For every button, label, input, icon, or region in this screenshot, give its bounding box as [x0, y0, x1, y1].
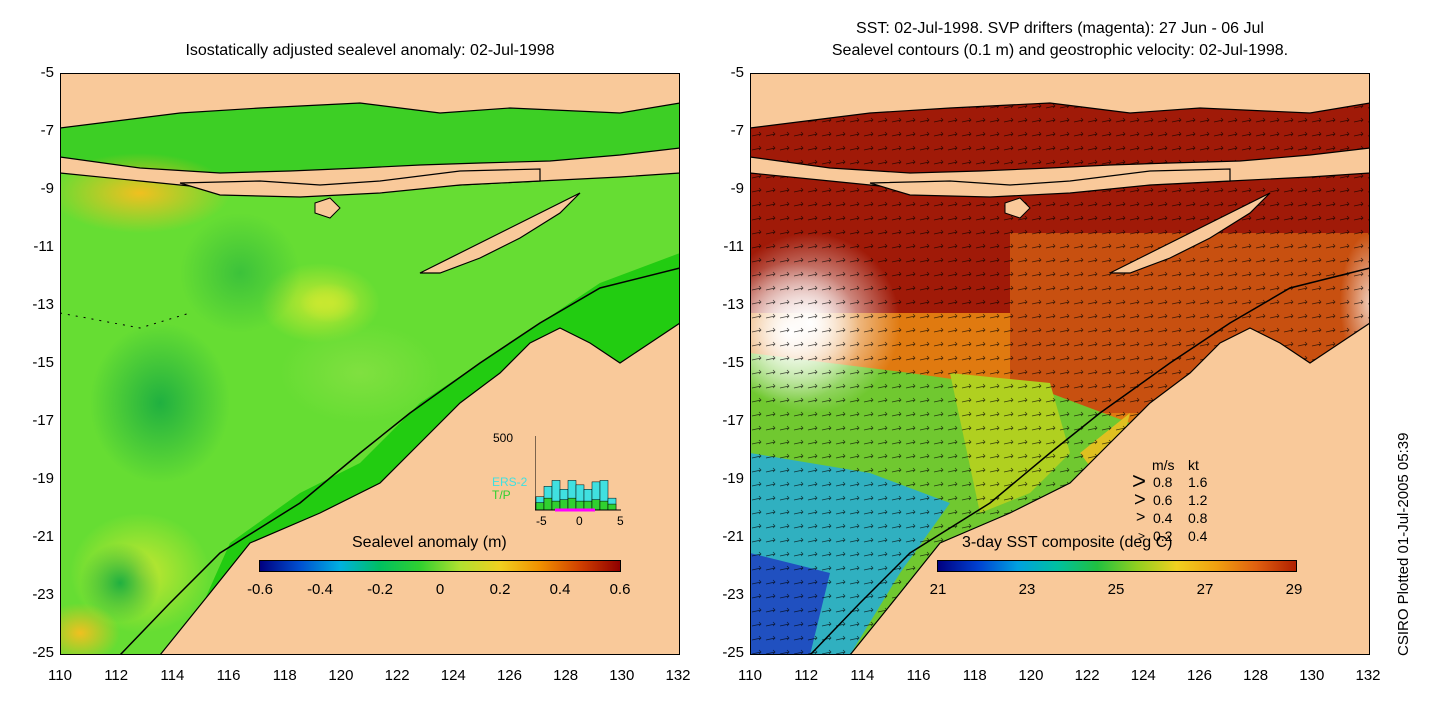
velocity-arrow-icon: > [1138, 529, 1146, 543]
left-map-title: Isostatically adjusted sealevel anomaly:… [185, 42, 555, 59]
right-map-title-line2: Sealevel contours (0.1 m) and geostrophi… [831, 42, 1289, 59]
left-lon-tick: 130 [609, 667, 635, 684]
right-lat-tick: -23 [722, 586, 744, 603]
track-histogram [535, 436, 621, 512]
left-lat-tick: -9 [40, 180, 54, 197]
sst-colorbar [937, 560, 1297, 572]
sealevel-colorbar-tick: -0.2 [367, 581, 393, 598]
sealevel-colorbar-tick: 0.6 [609, 581, 631, 598]
right-lon-tick: 114 [850, 667, 875, 684]
sealevel-colorbar-label: Sealevel anomaly (m) [352, 534, 507, 551]
northern-islands [60, 73, 680, 129]
left-lat-tick: -11 [33, 238, 54, 255]
plot-credit: CSIRO Plotted 01-Jul-2005 05:39 [1395, 432, 1412, 656]
left-lon-tick: 116 [216, 667, 241, 684]
right-lat-tick: -15 [722, 354, 744, 371]
right-lat-tick: -11 [723, 238, 744, 255]
velocity-legend-kt: 0.8 [1188, 510, 1208, 526]
left-lon-tick: 122 [384, 667, 410, 684]
left-lat-tick: -5 [40, 64, 54, 81]
velocity-legend-ms: 0.6 [1153, 492, 1173, 508]
hist-xtick-5: 5 [617, 514, 624, 528]
left-lon-tick: 128 [553, 667, 579, 684]
left-lat-tick: -19 [32, 470, 54, 487]
left-lat-tick: -17 [32, 412, 54, 429]
left-lon-tick: 120 [328, 667, 354, 684]
left-lat-tick: -15 [32, 354, 54, 371]
velocity-legend-header-ms: m/s [1152, 457, 1175, 473]
right-lat-tick: -25 [722, 644, 744, 661]
sealevel-colorbar-tick: -0.6 [247, 581, 273, 598]
right-lon-tick: 128 [1243, 667, 1269, 684]
left-lon-tick: 132 [665, 667, 691, 684]
timor-island [419, 192, 581, 274]
tp-series-label: T/P [492, 488, 511, 502]
right-lat-tick: -17 [722, 412, 744, 429]
velocity-legend-header-kt: kt [1188, 457, 1199, 473]
right-lon-tick: 132 [1355, 667, 1381, 684]
right-map-title-line1: SST: 02-Jul-1998. SVP drifters (magenta)… [856, 20, 1264, 37]
sst-colorbar-label: 3-day SST composite (deg C) [962, 534, 1173, 551]
australia-land [849, 322, 1370, 655]
right-lat-tick: -9 [730, 180, 744, 197]
right-lon-tick: 112 [794, 667, 819, 684]
velocity-legend-ms: 0.2 [1153, 528, 1173, 544]
left-lon-tick: 114 [160, 667, 185, 684]
left-lat-tick: -23 [32, 586, 54, 603]
right-lon-tick: 120 [1018, 667, 1044, 684]
right-lon-tick: 124 [1130, 667, 1156, 684]
histogram-ymax-label: 500 [493, 431, 514, 445]
right-lat-tick: -21 [722, 528, 744, 545]
velocity-arrow-icon: > [1134, 489, 1146, 511]
left-lat-tick: -7 [40, 122, 54, 139]
sst-colorbar-tick: 23 [1018, 581, 1036, 598]
velocity-legend-ms: 0.4 [1153, 510, 1173, 526]
left-map-frame [60, 73, 680, 655]
sealevel-anomaly-map[interactable] [60, 73, 680, 655]
left-lon-tick: 110 [48, 667, 72, 684]
right-lat-tick: -13 [722, 296, 744, 313]
left-lat-tick: -25 [32, 644, 54, 661]
velocity-arrow-icon: > [1136, 509, 1146, 526]
right-lon-tick: 110 [738, 667, 762, 684]
sealevel-colorbar-tick: 0 [435, 581, 445, 598]
right-lon-tick: 122 [1074, 667, 1100, 684]
sealevel-colorbar-tick: -0.4 [307, 581, 333, 598]
left-lon-tick: 124 [440, 667, 466, 684]
sst-colorbar-tick: 21 [929, 581, 947, 598]
hist-xtick-0: 0 [576, 514, 583, 528]
hist-xtick-neg5: -5 [536, 514, 547, 528]
right-lat-tick: -5 [730, 64, 744, 81]
right-lon-tick: 118 [962, 667, 987, 684]
ers2-series-label: ERS-2 [492, 475, 528, 489]
right-lon-tick: 130 [1299, 667, 1325, 684]
right-map-frame [750, 73, 1370, 655]
left-lon-tick: 126 [496, 667, 522, 684]
right-lon-tick: 126 [1186, 667, 1212, 684]
sst-colorbar-tick: 27 [1196, 581, 1214, 598]
left-lat-tick: -13 [32, 296, 54, 313]
timor-island [1109, 192, 1271, 274]
sst-colorbar-tick: 25 [1107, 581, 1125, 598]
velocity-legend-kt: 1.6 [1188, 474, 1208, 490]
sealevel-colorbar-tick: 0.4 [549, 581, 571, 598]
left-lon-tick: 118 [272, 667, 297, 684]
sealevel-colorbar [259, 560, 621, 572]
velocity-legend-kt: 1.2 [1188, 492, 1208, 508]
sst-map[interactable] [750, 73, 1370, 655]
left-lat-tick: -21 [32, 528, 54, 545]
australia-land [159, 322, 680, 655]
sst-colorbar-tick: 29 [1285, 581, 1303, 598]
right-lon-tick: 116 [906, 667, 931, 684]
northern-islands [750, 73, 1370, 129]
velocity-arrow-icon: > [1132, 468, 1147, 495]
right-lat-tick: -7 [730, 122, 744, 139]
sealevel-colorbar-tick: 0.2 [489, 581, 511, 598]
right-lat-tick: -19 [722, 470, 744, 487]
left-lon-tick: 112 [104, 667, 129, 684]
velocity-legend-kt: 0.4 [1188, 528, 1208, 544]
velocity-legend-ms: 0.8 [1153, 474, 1173, 490]
